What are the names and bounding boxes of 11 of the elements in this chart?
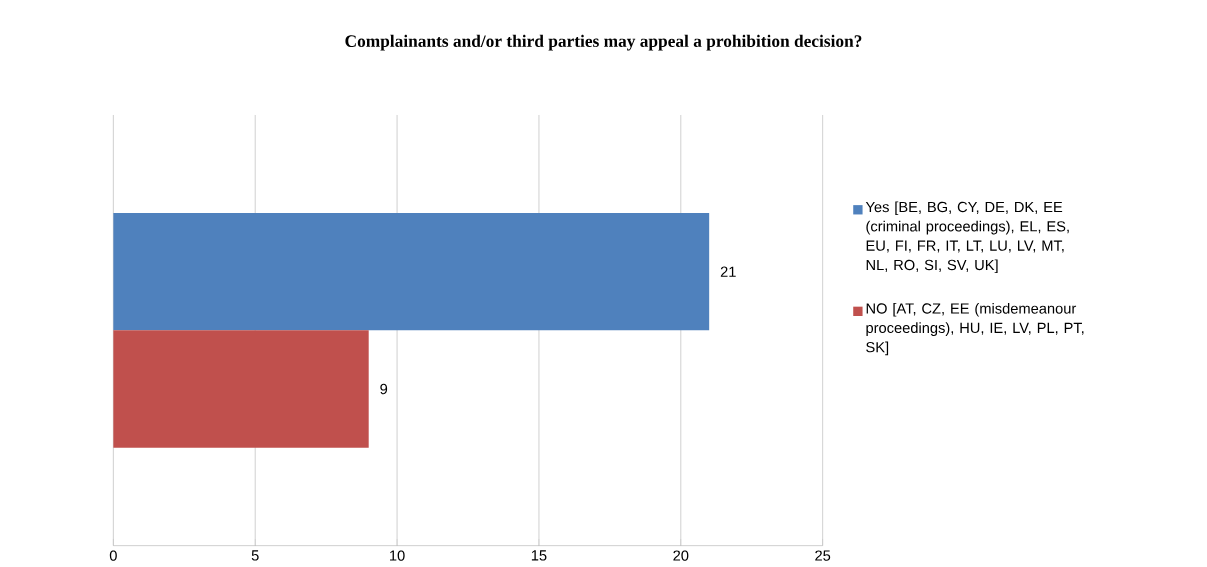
x-tick-label: 10 <box>390 550 405 561</box>
data-label: 9 <box>380 383 388 395</box>
x-tick-label: 15 <box>531 550 547 561</box>
x-tick-label: 0 <box>109 550 117 561</box>
x-tick-label: 20 <box>673 550 689 561</box>
data-label: 21 <box>720 266 736 277</box>
x-tick-label: 25 <box>815 550 831 561</box>
x-tick-label: 5 <box>251 550 259 561</box>
chart-title: Complainants and/or third parties may appeal a prohibition decision? <box>345 34 862 51</box>
legend-label: Yes [BE, BG, CY, DE, DK, EE (criminal proceedings), EL, ES, EU, FI, FR, IT, LT, LU, LV, MT, NL, RO, SI, SV, UK] <box>865 201 1069 274</box>
legend-label: NO [AT, CZ, EE (misdemeanour proceedings), HU, IE, LV, PL, PT, SK] <box>866 302 1084 356</box>
